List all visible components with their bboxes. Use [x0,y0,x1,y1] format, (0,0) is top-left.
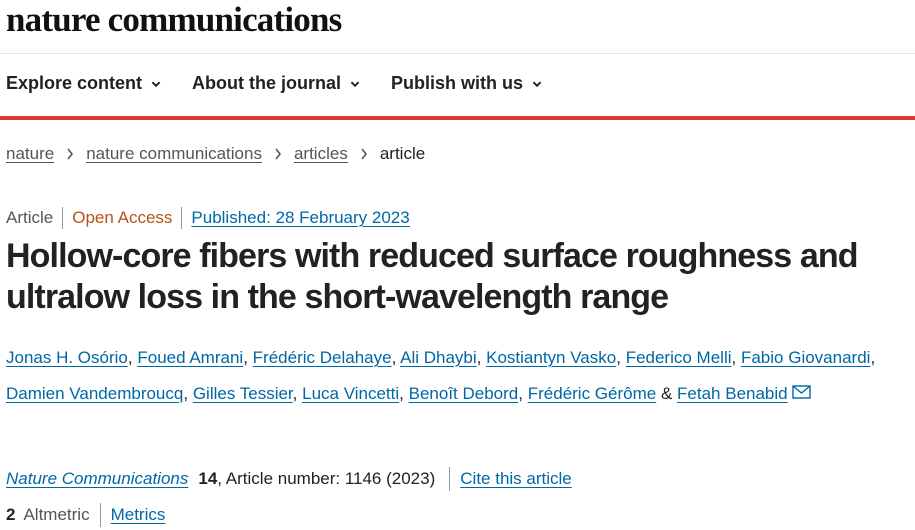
volume: 14 [198,469,218,488]
author-link[interactable]: Fetah Benabid [677,383,788,403]
altmetric-label: Altmetric [23,505,90,524]
chevron-icon [350,81,360,87]
author-link[interactable]: Fabio Giovanardi [740,348,871,367]
author-link[interactable]: Gilles Tessier [192,383,293,403]
author-separator: & [660,383,673,403]
published-date[interactable]: Published: 28 February 2023 [191,208,410,227]
author-separator: , [183,383,189,403]
metrics-row: 2 Altmetric Metrics [6,503,165,527]
logo[interactable]: nature communications [6,0,342,39]
breadcrumb[interactable]: nature [6,144,55,163]
accent-bar [0,116,915,120]
breadcrumb-arrow [361,148,367,160]
nav-label: Explore content [6,73,143,93]
open-access: Open Access [72,208,173,227]
author-link[interactable]: Foued Amrani [137,348,244,367]
author-separator: , [391,348,397,367]
author-separator: , [731,348,737,367]
author-separator: , [518,383,523,403]
author-link[interactable]: Federico Melli [625,348,732,367]
author-separator: , [127,348,133,367]
author-link[interactable]: Ali Dhaybi [400,348,477,367]
email-icon[interactable] [791,384,812,399]
nav-item[interactable]: About the journal [192,73,361,94]
breadcrumb[interactable]: nature communications [86,144,262,163]
article-type: Article [6,208,54,227]
chevron-icon [151,81,161,87]
author-separator: , [870,348,876,367]
author-link[interactable]: Jonas H. Osório [6,348,128,367]
authors: Jonas H. Osório, Foued Amrani, Frédéric … [6,340,876,411]
article-title: Hollow-core fibers with reduced surface … [6,237,858,316]
article-info: , Article number: 1146 (2023) [217,469,436,488]
separator [181,207,183,229]
article-meta: Article Open Access Published: 28 Februa… [6,207,410,229]
breadcrumb[interactable]: articles [293,144,348,163]
author-link[interactable]: Kostiantyn Vasko [486,348,617,367]
author-link[interactable]: Damien Vandembroucq [6,383,184,403]
divider [0,53,915,54]
chevron-icon [532,81,542,87]
author-separator: , [476,348,482,367]
journal-link[interactable]: Nature Communications [6,469,189,488]
author-link[interactable]: Frédéric Gérôme [527,383,657,403]
author-link[interactable]: Frédéric Delahaye [252,348,392,367]
author-separator: , [616,348,621,367]
breadcrumb-arrow [275,148,281,160]
separator [62,207,64,229]
author-link[interactable]: Luca Vincetti [302,383,400,403]
author-link[interactable]: Benoît Debord [408,383,519,403]
nav-item[interactable]: Explore content [6,73,162,94]
author-separator: , [292,383,298,403]
separator [99,503,101,527]
nav-item[interactable]: Publish with us [391,73,543,94]
breadcrumb-arrow [67,148,74,160]
author-separator: , [243,348,248,367]
separator [449,467,451,491]
metrics-link[interactable]: Metrics [110,505,166,524]
breadcrumb: article [379,144,426,163]
author-separator: , [399,383,404,403]
nav-label: Publish with us [391,73,524,93]
nav-label: About the journal [192,73,342,93]
breadcrumbs: nature nature communications articles artic… [6,144,425,164]
altmetric-score: 2 [6,505,16,524]
cite-link[interactable]: Cite this article [460,469,572,488]
citation: Nature Communications 14 , Article numbe… [6,467,572,491]
nav: Explore content About the journal Publish … [6,73,543,94]
